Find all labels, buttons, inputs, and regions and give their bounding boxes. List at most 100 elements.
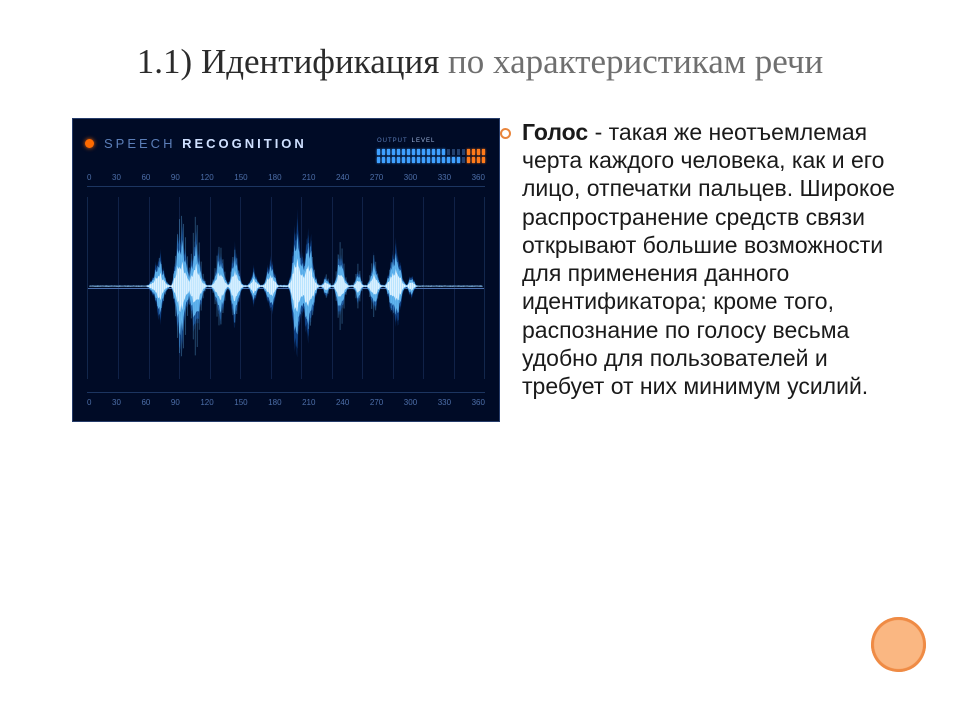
level-bar bbox=[462, 157, 465, 163]
level-bar bbox=[452, 149, 455, 155]
waveform-area bbox=[87, 197, 485, 379]
body-text-block: Голос - такая же неотъемлемая черта кажд… bbox=[522, 118, 910, 422]
content-row: SPEECH RECOGNITION OUTPUT LEVEL 0 30 60 90 1… bbox=[50, 118, 910, 422]
level-bar bbox=[412, 157, 415, 163]
level-bar bbox=[407, 157, 410, 163]
level-bar bbox=[457, 149, 460, 155]
scale-value: 30 bbox=[112, 173, 121, 182]
scale-value: 240 bbox=[336, 173, 349, 182]
level-bar bbox=[422, 149, 425, 155]
level-bar bbox=[412, 149, 415, 155]
level-bar bbox=[387, 149, 390, 155]
level-bar bbox=[472, 149, 475, 155]
level-bars-top bbox=[377, 149, 487, 155]
ticks-bot bbox=[87, 387, 485, 393]
level-bar bbox=[432, 149, 435, 155]
scale-value: 300 bbox=[404, 173, 417, 182]
wave-layer bbox=[88, 208, 484, 357]
scale-value: 360 bbox=[472, 173, 485, 182]
slide-title: 1.1) Идентификация по характеристикам ре… bbox=[50, 40, 910, 84]
ticks-top bbox=[87, 186, 485, 192]
scale-value: 30 bbox=[112, 398, 121, 407]
wave-layer bbox=[88, 218, 484, 349]
figure-header: SPEECH RECOGNITION OUTPUT LEVEL bbox=[73, 119, 499, 169]
level-bars-bot bbox=[377, 157, 487, 163]
level-bar bbox=[477, 149, 480, 155]
level-bar bbox=[462, 149, 465, 155]
level-bar bbox=[432, 157, 435, 163]
figure-title-light: SPEECH bbox=[104, 136, 182, 151]
output-level-meter: OUTPUT LEVEL bbox=[377, 129, 487, 163]
scale-value: 120 bbox=[200, 398, 213, 407]
level-bar bbox=[417, 149, 420, 155]
scale-value: 360 bbox=[472, 398, 485, 407]
record-dot-icon bbox=[85, 139, 94, 148]
level-bar bbox=[457, 157, 460, 163]
speech-recognition-figure: SPEECH RECOGNITION OUTPUT LEVEL 0 30 60 90 1… bbox=[72, 118, 500, 422]
figure-title: SPEECH RECOGNITION bbox=[104, 136, 307, 151]
scale-value: 300 bbox=[404, 398, 417, 407]
scale-value: 90 bbox=[171, 398, 180, 407]
figure-title-bold: RECOGNITION bbox=[182, 136, 307, 151]
waveform-svg bbox=[88, 197, 484, 375]
title-word: Идентификация bbox=[201, 42, 439, 81]
body-bold: Голос bbox=[522, 119, 588, 145]
scale-value: 90 bbox=[171, 173, 180, 182]
wave-layer bbox=[88, 233, 484, 335]
body-rest: - такая же неотъемлемая черта каждого че… bbox=[522, 119, 895, 400]
level-bar bbox=[382, 157, 385, 163]
level-bar bbox=[482, 149, 485, 155]
scale-value: 0 bbox=[87, 173, 91, 182]
level-bar bbox=[467, 149, 470, 155]
level-bar bbox=[422, 157, 425, 163]
level-bar bbox=[377, 157, 380, 163]
level-bar bbox=[442, 157, 445, 163]
scale-value: 210 bbox=[302, 398, 315, 407]
scale-bot: 0 30 60 90 120 150 180 210 240 270 300 330 360 bbox=[87, 398, 485, 407]
title-number: 1.1) bbox=[137, 42, 192, 81]
level-bar bbox=[397, 157, 400, 163]
scale-value: 330 bbox=[438, 398, 451, 407]
level-bar bbox=[402, 149, 405, 155]
corner-circle-icon bbox=[871, 617, 926, 672]
slide: 1.1) Идентификация по характеристикам ре… bbox=[0, 0, 960, 720]
level-bar bbox=[437, 149, 440, 155]
level-bar bbox=[402, 157, 405, 163]
scale-value: 150 bbox=[234, 398, 247, 407]
level-bar bbox=[472, 157, 475, 163]
level-bar bbox=[382, 149, 385, 155]
level-bar bbox=[397, 149, 400, 155]
level-bar bbox=[467, 157, 470, 163]
scale-value: 180 bbox=[268, 173, 281, 182]
scale-value: 150 bbox=[234, 173, 247, 182]
level-bar bbox=[447, 157, 450, 163]
scale-value: 120 bbox=[200, 173, 213, 182]
scale-value: 240 bbox=[336, 398, 349, 407]
level-bar bbox=[407, 149, 410, 155]
scale-value: 60 bbox=[141, 173, 150, 182]
scale-value: 0 bbox=[87, 398, 91, 407]
level-bar bbox=[437, 157, 440, 163]
bullet-icon bbox=[500, 128, 511, 139]
scale-value: 210 bbox=[302, 173, 315, 182]
level-bar bbox=[447, 149, 450, 155]
scale-value: 180 bbox=[268, 398, 281, 407]
level-bar bbox=[417, 157, 420, 163]
level-bar bbox=[452, 157, 455, 163]
level-bar bbox=[392, 157, 395, 163]
scale-value: 270 bbox=[370, 173, 383, 182]
title-rest: по характеристикам речи bbox=[448, 42, 823, 81]
body-paragraph: Голос - такая же неотъемлемая черта кажд… bbox=[522, 118, 910, 401]
level-bar bbox=[427, 157, 430, 163]
scale-value: 270 bbox=[370, 398, 383, 407]
scale-top: 0 30 60 90 120 150 180 210 240 270 300 330 360 bbox=[87, 173, 485, 182]
level-bar bbox=[427, 149, 430, 155]
level-label-b: LEVEL bbox=[412, 138, 436, 144]
level-bar bbox=[392, 149, 395, 155]
level-label-a: OUTPUT bbox=[377, 138, 408, 144]
level-bar bbox=[387, 157, 390, 163]
level-bar bbox=[477, 157, 480, 163]
scale-value: 330 bbox=[438, 173, 451, 182]
scale-value: 60 bbox=[141, 398, 150, 407]
level-bar bbox=[377, 149, 380, 155]
